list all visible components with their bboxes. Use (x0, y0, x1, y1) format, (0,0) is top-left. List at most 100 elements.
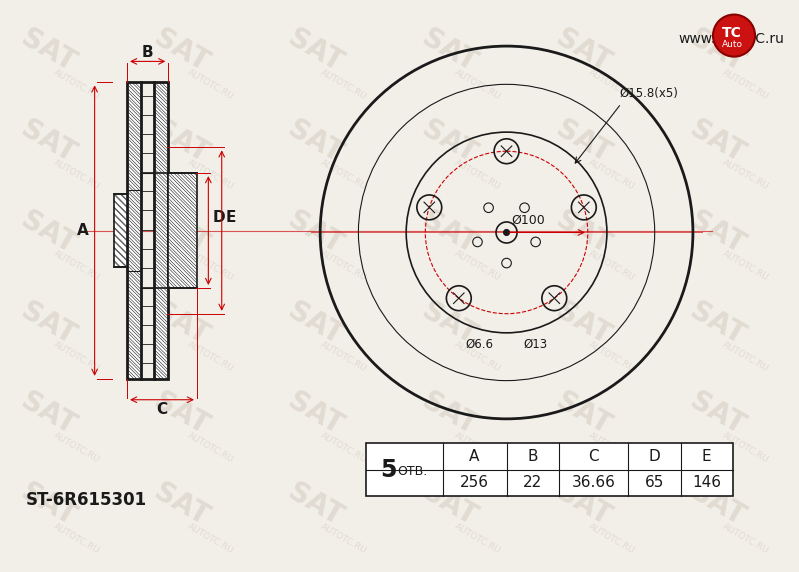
Text: AUTOTC.RU: AUTOTC.RU (320, 340, 368, 374)
Text: B: B (527, 448, 538, 464)
Bar (113, 194, 127, 267)
Text: C: C (157, 402, 168, 417)
Text: AUTOTC.RU: AUTOTC.RU (587, 340, 636, 374)
Text: www.AutoTC.ru: www.AutoTC.ru (678, 32, 785, 46)
Text: AUTOTC.RU: AUTOTC.RU (721, 158, 770, 192)
Text: SAT: SAT (15, 24, 80, 78)
Text: AUTOTC.RU: AUTOTC.RU (587, 158, 636, 192)
Bar (127, 82, 141, 379)
Text: D: D (648, 448, 660, 464)
Bar (366, 443, 733, 496)
Text: SAT: SAT (283, 115, 348, 168)
Text: Ø6.6: Ø6.6 (466, 337, 494, 351)
Text: AUTOTC.RU: AUTOTC.RU (320, 522, 368, 555)
Text: AUTOTC.RU: AUTOTC.RU (320, 67, 368, 101)
Text: AUTOTC.RU: AUTOTC.RU (52, 158, 101, 192)
Text: Ø100: Ø100 (511, 214, 545, 227)
Text: AUTOTC.RU: AUTOTC.RU (721, 67, 770, 101)
Text: AUTOTC.RU: AUTOTC.RU (52, 340, 101, 374)
Text: AUTOTC.RU: AUTOTC.RU (185, 522, 235, 555)
Text: Ø15.8(x5): Ø15.8(x5) (619, 86, 678, 100)
Text: AUTOTC.RU: AUTOTC.RU (721, 431, 770, 464)
Text: AUTOTC.RU: AUTOTC.RU (453, 249, 503, 283)
Text: SAT: SAT (283, 387, 348, 441)
Text: SAT: SAT (417, 387, 482, 441)
Text: AUTOTC.RU: AUTOTC.RU (320, 249, 368, 283)
Text: AUTOTC.RU: AUTOTC.RU (185, 249, 235, 283)
Text: D: D (213, 210, 225, 225)
Text: AUTOTC.RU: AUTOTC.RU (453, 522, 503, 555)
Text: AUTOTC.RU: AUTOTC.RU (52, 431, 101, 464)
Text: 65: 65 (645, 475, 664, 490)
Text: AUTOTC.RU: AUTOTC.RU (453, 67, 503, 101)
Text: AUTOTC.RU: AUTOTC.RU (320, 158, 368, 192)
Circle shape (503, 229, 510, 235)
Text: E: E (225, 210, 236, 225)
Text: AUTOTC.RU: AUTOTC.RU (52, 249, 101, 283)
Text: ОТВ.: ОТВ. (397, 465, 427, 478)
Text: C: C (588, 448, 598, 464)
Text: A: A (469, 448, 479, 464)
Text: SAT: SAT (149, 297, 214, 350)
Text: SAT: SAT (551, 478, 615, 531)
Text: AUTOTC.RU: AUTOTC.RU (453, 340, 503, 374)
Text: AUTOTC.RU: AUTOTC.RU (185, 67, 235, 101)
Text: AUTOTC.RU: AUTOTC.RU (587, 249, 636, 283)
Text: SAT: SAT (685, 297, 749, 350)
Text: AUTOTC.RU: AUTOTC.RU (185, 431, 235, 464)
Text: SAT: SAT (417, 24, 482, 78)
Text: AUTOTC.RU: AUTOTC.RU (453, 431, 503, 464)
Text: SAT: SAT (283, 478, 348, 531)
Text: 146: 146 (692, 475, 721, 490)
Text: SAT: SAT (149, 206, 214, 259)
Text: Ø13: Ø13 (524, 337, 548, 351)
Text: B: B (142, 45, 153, 60)
Text: AUTOTC.RU: AUTOTC.RU (185, 158, 235, 192)
Text: SAT: SAT (149, 478, 214, 531)
Text: 22: 22 (523, 475, 543, 490)
Text: SAT: SAT (283, 206, 348, 259)
Text: SAT: SAT (15, 206, 80, 259)
Text: AUTOTC.RU: AUTOTC.RU (721, 340, 770, 374)
Text: SAT: SAT (551, 387, 615, 441)
Text: AUTOTC.RU: AUTOTC.RU (721, 249, 770, 283)
Text: SAT: SAT (417, 206, 482, 259)
Text: SAT: SAT (149, 115, 214, 168)
Text: SAT: SAT (685, 115, 749, 168)
Text: SAT: SAT (551, 24, 615, 78)
Bar (154, 82, 169, 379)
Text: SAT: SAT (283, 297, 348, 350)
Text: SAT: SAT (551, 115, 615, 168)
Text: 36.66: 36.66 (571, 475, 615, 490)
Bar (169, 173, 197, 288)
Text: 256: 256 (460, 475, 489, 490)
Text: E: E (702, 448, 712, 464)
Text: SAT: SAT (551, 206, 615, 259)
Text: SAT: SAT (685, 478, 749, 531)
Text: AUTOTC.RU: AUTOTC.RU (587, 67, 636, 101)
Text: AUTOTC.RU: AUTOTC.RU (52, 522, 101, 555)
Text: SAT: SAT (149, 387, 214, 441)
Text: SAT: SAT (417, 115, 482, 168)
Text: SAT: SAT (283, 24, 348, 78)
Text: SAT: SAT (15, 387, 80, 441)
Text: ST-6R615301: ST-6R615301 (26, 491, 146, 509)
Text: TC: TC (722, 26, 742, 39)
Text: SAT: SAT (685, 206, 749, 259)
Text: SAT: SAT (417, 478, 482, 531)
Text: AUTOTC.RU: AUTOTC.RU (320, 431, 368, 464)
Text: SAT: SAT (685, 24, 749, 78)
Text: 5: 5 (380, 459, 396, 482)
Text: Auto: Auto (721, 39, 742, 49)
Text: AUTOTC.RU: AUTOTC.RU (587, 431, 636, 464)
Text: SAT: SAT (551, 297, 615, 350)
Text: SAT: SAT (149, 24, 214, 78)
Text: SAT: SAT (685, 387, 749, 441)
Text: AUTOTC.RU: AUTOTC.RU (52, 67, 101, 101)
Text: AUTOTC.RU: AUTOTC.RU (185, 340, 235, 374)
Text: SAT: SAT (15, 478, 80, 531)
Text: AUTOTC.RU: AUTOTC.RU (721, 522, 770, 555)
Text: SAT: SAT (15, 297, 80, 350)
Text: A: A (78, 223, 89, 238)
Text: SAT: SAT (15, 115, 80, 168)
